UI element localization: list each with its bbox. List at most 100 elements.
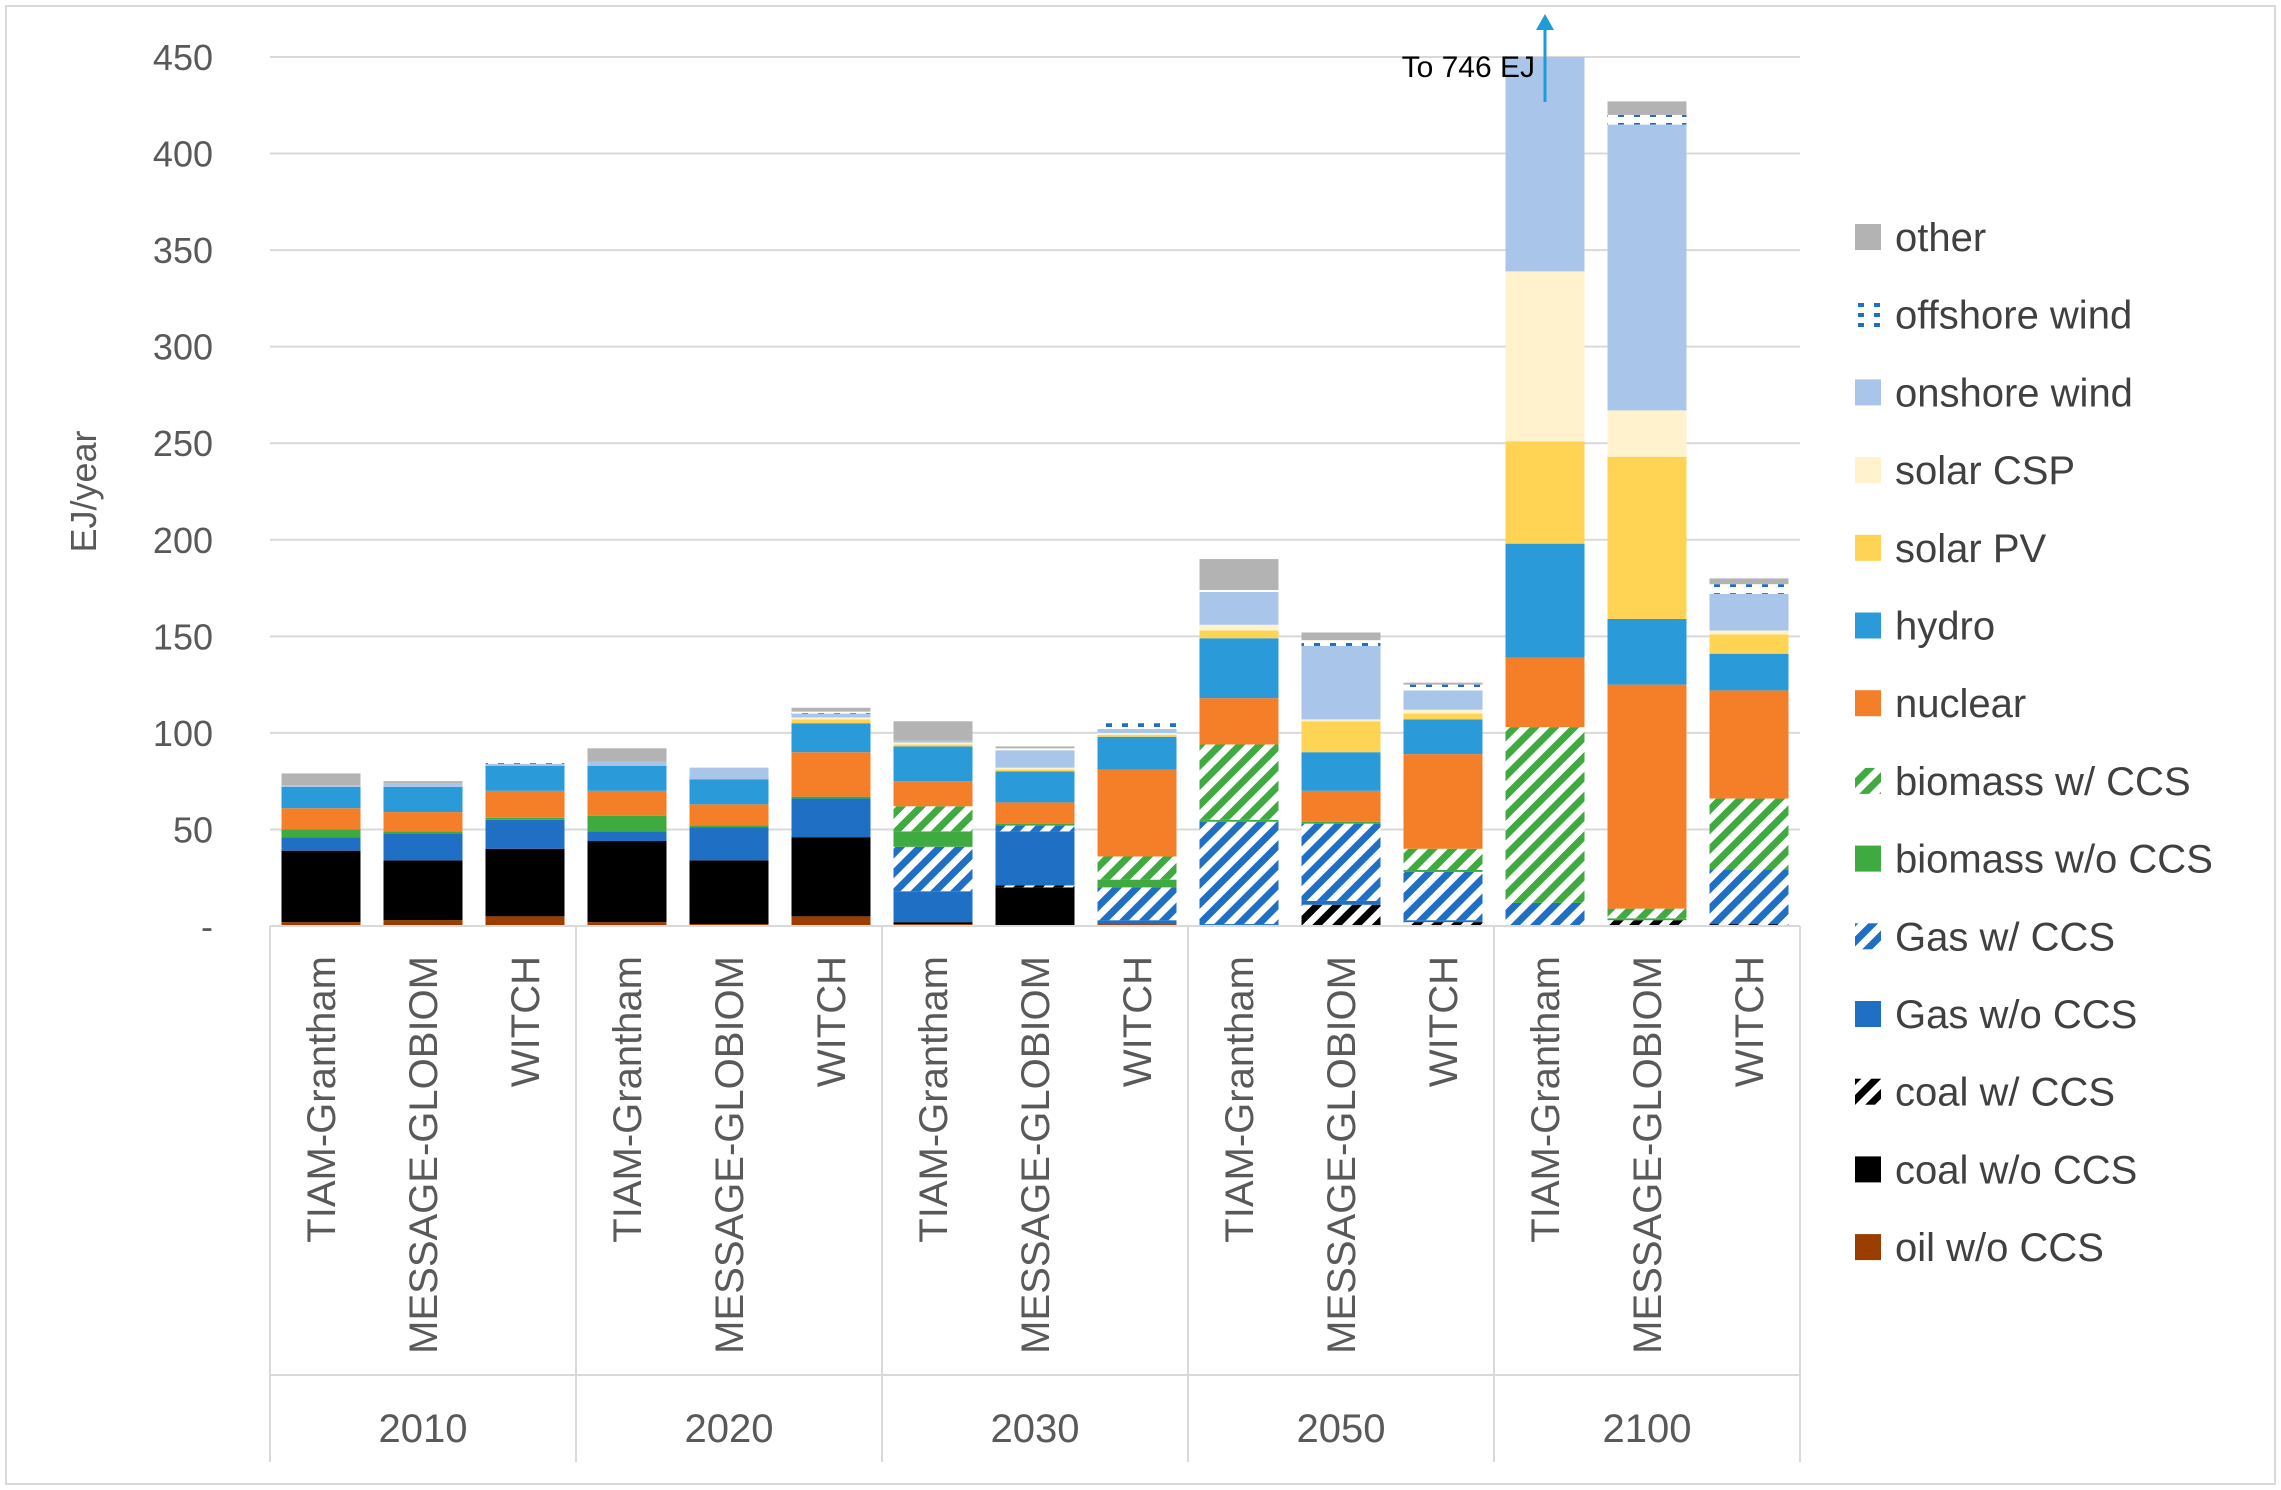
bar-stack-2020-witch [791,707,871,926]
bar-segment-biomass-w-ccs [1097,856,1177,880]
bar-segment-biomass-w-ccs [1505,727,1585,903]
x-group-label-2030: 2030 [991,1407,1080,1451]
bar-segment-nuclear [1607,684,1687,909]
bar-segment-solar-pv [1709,634,1789,654]
x-tick-label-model: WITCH [1728,956,1772,1087]
legend-swatch [1855,224,1881,250]
x-tick-label-model: WITCH [1422,956,1466,1087]
bar-segment-biomass-w-o-ccs [689,825,769,828]
bar-segment-other [1301,632,1381,641]
bar-segment-onshore-wind [485,763,565,766]
x-tick-label-model: MESSAGE-GLOBIOM [1014,956,1058,1354]
bar-segment-coal-w-ccs [1403,922,1483,926]
x-tick-label-model: MESSAGE-GLOBIOM [708,956,752,1354]
bar-segment-solar-pv [893,744,973,747]
bar-segment-gas-w-ccs [995,825,1075,832]
bar-segment-nuclear [995,802,1075,824]
bar-segment-biomass-w-o-ccs [587,815,667,832]
bar-segment-oil-w-o-ccs [485,916,565,926]
bar-segment-offshore-wind [791,711,871,714]
legend-item-coal-w-ccs: coal w/ CCS [1855,1071,2115,1115]
bar-segment-biomass-w-o-ccs [995,823,1075,826]
legend-item-gas-w-ccs: Gas w/ CCS [1855,915,2115,959]
bar-segment-gas-w-ccs [893,846,973,892]
legend-label: offshore wind [1895,294,2132,338]
legend-item-hydro: hydro [1855,605,1995,649]
chart-border [5,5,2276,1485]
y-tick-label: - [201,906,213,947]
bar-stack-2050-tiam-grantham [1199,559,1279,926]
bar-segment-biomass-w-o-ccs [1199,819,1279,822]
bar-segment-hydro [1199,638,1279,699]
bar-segment-coal-w-o-ccs [995,887,1075,926]
bar-segment-solar-pv [995,769,1075,772]
bar-segment-nuclear [1199,698,1279,745]
legend-label: hydro [1895,605,1995,649]
bar-segment-solar-csp [1199,624,1279,631]
bar-segment-onshore-wind [689,767,769,780]
legend-swatch [1855,690,1881,717]
bar-segment-gas-w-o-ccs [383,833,463,861]
bar-segment-coal-w-o-ccs [281,850,361,923]
x-tick-label-model: WITCH [810,956,854,1087]
bar-segment-onshore-wind [1301,645,1381,720]
bar-segment-gas-w-o-ccs [281,837,361,851]
legend-item-onshore-wind: onshore wind [1855,371,2133,415]
y-axis-label: EJ/year [63,430,104,552]
bar-segment-hydro [485,765,565,791]
legend-item-solar-csp: solar CSP [1855,449,2075,493]
bar-segment-hydro [1505,543,1585,658]
y-tick-label: 250 [153,423,213,464]
bar-segment-oil-w-o-ccs [281,922,361,926]
legend-label: other [1895,216,1986,260]
bar-segment-solar-pv [1607,456,1687,619]
bar-segment-coal-w-o-ccs [893,922,973,925]
bar-stack-2100-message-globiom [1607,101,1687,926]
bar-stack-2030-tiam-grantham [893,721,973,926]
bar-segment-hydro [1097,736,1177,770]
bar-segment-onshore-wind [791,713,871,718]
bar-segment-solar-csp [1301,719,1381,722]
bar-segment-nuclear [689,804,769,826]
bar-segment-other [1199,559,1279,590]
bar-segment-hydro [383,786,463,813]
legend-item-biomass-w-ccs: biomass w/ CCS [1855,760,2191,804]
bar-segment-gas-w-o-ccs [587,831,667,842]
legend-label: coal w/ CCS [1895,1071,2115,1115]
bar-segment-onshore-wind [893,740,973,743]
bar-segment-gas-w-o-ccs [995,831,1075,886]
bar-segment-oil-w-o-ccs [383,920,463,926]
bar-segment-solar-pv [1097,734,1177,737]
bar-segment-nuclear [383,812,463,832]
bar-segment-coal-w-o-ccs [485,848,565,917]
legend-swatch [1855,845,1881,872]
bar-segment-nuclear [1403,754,1483,849]
bar-segment-gas-w-ccs [1709,869,1789,925]
bar-segment-solar-pv [1199,630,1279,639]
bar-segment-nuclear [1709,690,1789,799]
bar-segment-coal-w-o-ccs [791,837,871,917]
bar-segment-other [995,746,1075,749]
legend-item-other: other [1855,216,1986,260]
legend-item-solar-pv: solar PV [1855,527,2046,571]
bar-segment-offshore-wind [485,761,565,764]
x-tick-label-model: MESSAGE-GLOBIOM [1320,956,1364,1354]
x-tick-label-model: WITCH [504,956,548,1087]
bar-segment-other [383,781,463,784]
bar-segment-hydro [893,746,973,782]
x-group-label-2050: 2050 [1297,1407,1386,1451]
bar-segment-other [1607,101,1687,115]
legend-label: biomass w/ CCS [1895,760,2191,804]
legend-item-offshore-wind: offshore wind [1855,294,2132,338]
bar-segment-nuclear [281,808,361,830]
bar-segment-nuclear [791,752,871,797]
bar-segment-hydro [1403,719,1483,755]
bar-segment-solar-pv [1301,721,1381,753]
legend: other offshore wind onshore wind solar CSP s… [1855,216,2213,1270]
bar-segment-solar-csp [791,717,871,720]
bar-segment-hydro [1607,618,1687,685]
bar-segment-solar-csp [1403,709,1483,714]
legend-item-oil-w-o-ccs: oil w/o CCS [1855,1226,2104,1270]
bar-segment-coal-w-ccs [1607,920,1687,926]
